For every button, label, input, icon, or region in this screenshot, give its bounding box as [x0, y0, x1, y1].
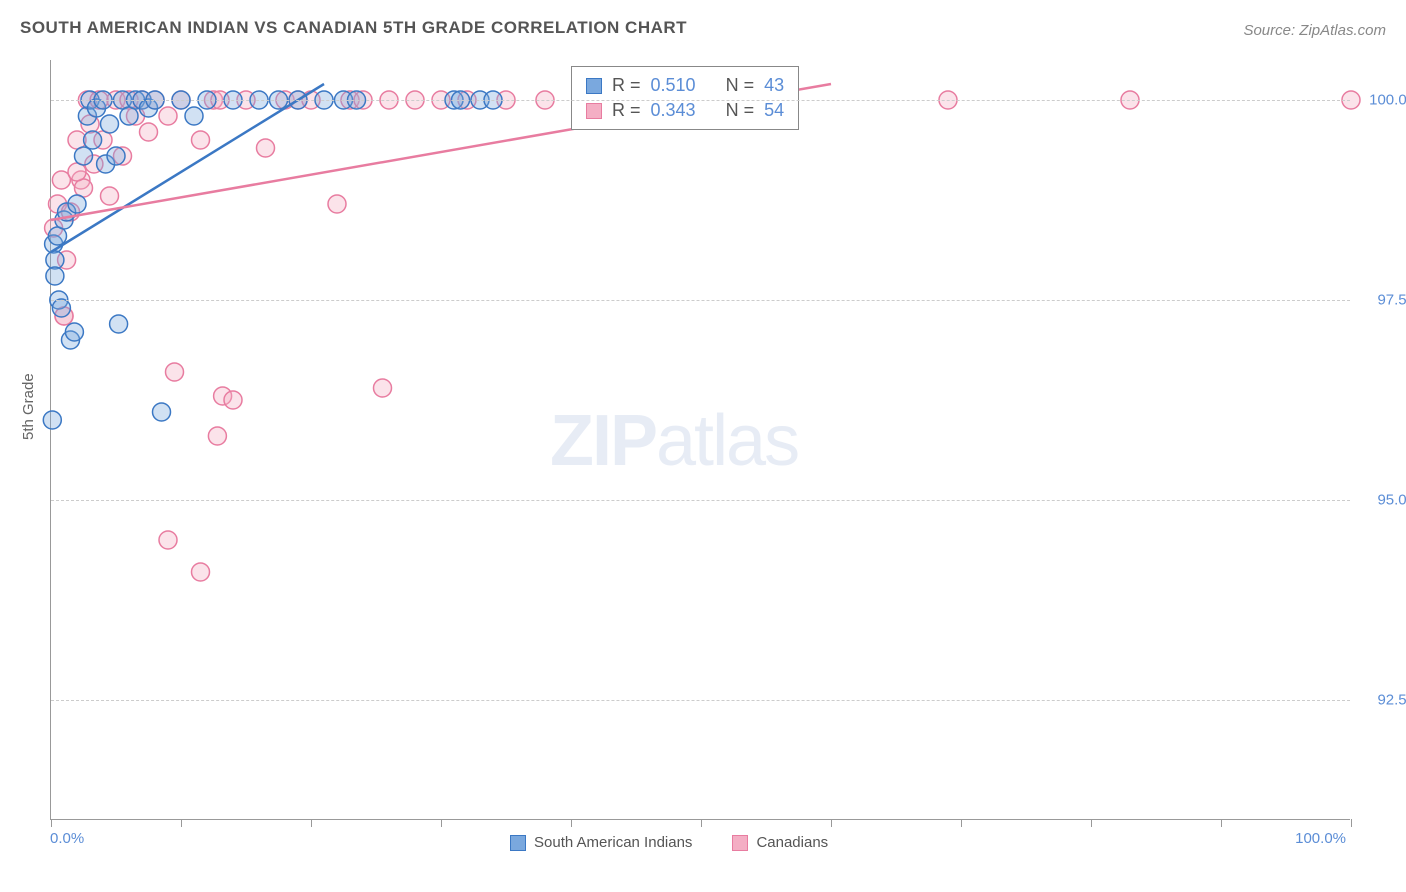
scatter-point-south-american-indians [101, 115, 119, 133]
source-attribution: Source: ZipAtlas.com [1243, 22, 1386, 39]
scatter-point-south-american-indians [52, 299, 70, 317]
scatter-point-south-american-indians [84, 131, 102, 149]
legend-item-series-a: South American Indians [510, 834, 692, 851]
swatch-series-b [586, 103, 602, 119]
scatter-point-canadians [101, 187, 119, 205]
scatter-point-canadians [166, 363, 184, 381]
scatter-point-canadians [192, 563, 210, 581]
chart-legend: South American Indians Canadians [510, 834, 828, 851]
stats-row-series-b: R = 0.343 N = 54 [586, 98, 784, 123]
scatter-point-canadians [257, 139, 275, 157]
correlation-stats-box: R = 0.510 N = 43 R = 0.343 N = 54 [571, 66, 799, 130]
y-tick-label: 92.5% [1360, 692, 1406, 709]
scatter-point-canadians [159, 531, 177, 549]
scatter-point-south-american-indians [110, 315, 128, 333]
n-value-b: 54 [764, 100, 784, 121]
scatter-point-south-american-indians [46, 267, 64, 285]
n-value-a: 43 [764, 75, 784, 96]
r-value-a: 0.510 [651, 75, 696, 96]
scatter-point-south-american-indians [107, 147, 125, 165]
r-label-b: R = [612, 100, 641, 121]
chart-plot-area: R = 0.510 N = 43 R = 0.343 N = 54 100.0%… [50, 60, 1350, 820]
n-label-b: N = [726, 100, 755, 121]
scatter-point-canadians [208, 427, 226, 445]
scatter-point-canadians [192, 131, 210, 149]
x-axis-min-label: 0.0% [50, 830, 84, 847]
stats-row-series-a: R = 0.510 N = 43 [586, 73, 784, 98]
scatter-svg [51, 60, 1351, 820]
scatter-point-canadians [224, 391, 242, 409]
y-tick-label: 95.0% [1360, 492, 1406, 509]
r-value-b: 0.343 [651, 100, 696, 121]
legend-label-a: South American Indians [534, 834, 692, 851]
scatter-point-canadians [374, 379, 392, 397]
n-label-a: N = [726, 75, 755, 96]
chart-title: SOUTH AMERICAN INDIAN VS CANADIAN 5TH GR… [20, 18, 687, 38]
scatter-point-canadians [159, 107, 177, 125]
scatter-point-south-american-indians [75, 147, 93, 165]
swatch-series-a [586, 78, 602, 94]
legend-swatch-b [732, 835, 748, 851]
scatter-point-south-american-indians [68, 195, 86, 213]
scatter-point-south-american-indians [43, 411, 61, 429]
y-tick-label: 97.5% [1360, 292, 1406, 309]
legend-item-series-b: Canadians [732, 834, 828, 851]
scatter-point-canadians [140, 123, 158, 141]
scatter-point-south-american-indians [153, 403, 171, 421]
x-axis-max-label: 100.0% [1295, 830, 1346, 847]
scatter-point-canadians [328, 195, 346, 213]
legend-label-b: Canadians [756, 834, 828, 851]
scatter-point-south-american-indians [65, 323, 83, 341]
legend-swatch-a [510, 835, 526, 851]
r-label-a: R = [612, 75, 641, 96]
y-tick-label: 100.0% [1360, 92, 1406, 109]
scatter-point-south-american-indians [185, 107, 203, 125]
y-axis-label: 5th Grade [20, 373, 37, 440]
